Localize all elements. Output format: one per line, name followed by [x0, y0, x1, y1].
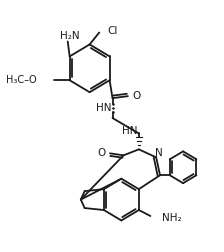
Text: Cl: Cl: [107, 25, 117, 36]
Text: HN: HN: [96, 103, 112, 113]
Text: O: O: [133, 91, 141, 101]
Text: NH₂: NH₂: [162, 213, 182, 223]
Text: O: O: [97, 148, 105, 158]
Text: H₂N: H₂N: [60, 30, 80, 41]
Text: H₃C–O: H₃C–O: [6, 75, 37, 85]
Text: N: N: [155, 148, 163, 158]
Text: HN: HN: [123, 127, 138, 137]
